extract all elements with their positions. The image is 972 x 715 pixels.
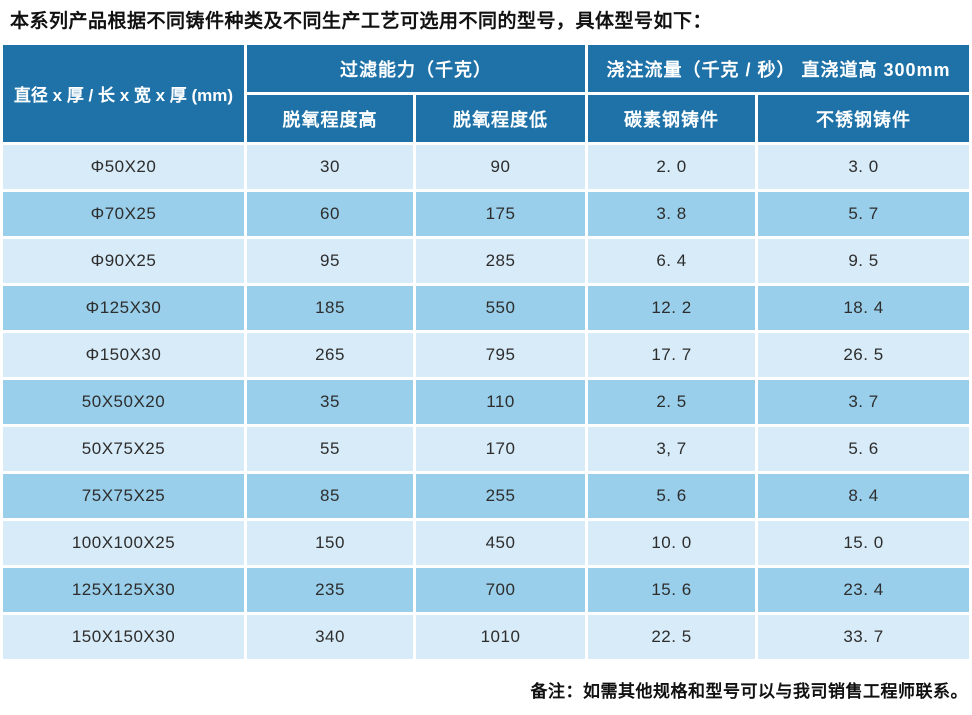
cell-stainless: 3. 7 xyxy=(758,380,970,424)
cell-deox-high: 60 xyxy=(247,192,413,236)
col-header-deox-high: 脱氧程度高 xyxy=(247,95,413,142)
cell-stainless: 9. 5 xyxy=(758,239,970,283)
cell-deox-low: 1010 xyxy=(416,615,585,659)
cell-carbon: 3, 7 xyxy=(588,427,755,471)
cell-stainless: 5. 7 xyxy=(758,192,970,236)
cell-deox-low: 175 xyxy=(416,192,585,236)
cell-deox-low: 700 xyxy=(416,568,585,612)
cell-stainless: 3. 0 xyxy=(758,145,970,189)
cell-stainless: 15. 0 xyxy=(758,521,970,565)
cell-deox-low: 90 xyxy=(416,145,585,189)
cell-carbon: 2. 0 xyxy=(588,145,755,189)
cell-spec: 125X125X30 xyxy=(3,568,244,612)
cell-deox-high: 150 xyxy=(247,521,413,565)
cell-deox-high: 85 xyxy=(247,474,413,518)
cell-carbon: 15. 6 xyxy=(588,568,755,612)
cell-carbon: 22. 5 xyxy=(588,615,755,659)
cell-spec: 150X150X30 xyxy=(3,615,244,659)
cell-deox-high: 265 xyxy=(247,333,413,377)
cell-deox-high: 235 xyxy=(247,568,413,612)
cell-deox-high: 95 xyxy=(247,239,413,283)
intro-text: 本系列产品根据不同铸件种类及不同生产工艺可选用不同的型号，具体型号如下： xyxy=(10,11,713,32)
cell-carbon: 12. 2 xyxy=(588,286,755,330)
cell-spec: Φ50X20 xyxy=(3,145,244,189)
col-header-deox-low: 脱氧程度低 xyxy=(416,95,585,142)
cell-spec: 50X50X20 xyxy=(3,380,244,424)
cell-deox-high: 35 xyxy=(247,380,413,424)
cell-spec: 100X100X25 xyxy=(3,521,244,565)
cell-carbon: 2. 5 xyxy=(588,380,755,424)
cell-deox-low: 255 xyxy=(416,474,585,518)
table-row: 50X50X20 35 110 2. 5 3. 7 xyxy=(3,380,970,424)
cell-carbon: 5. 6 xyxy=(588,474,755,518)
cell-deox-high: 340 xyxy=(247,615,413,659)
cell-stainless: 5. 6 xyxy=(758,427,970,471)
cell-deox-low: 795 xyxy=(416,333,585,377)
cell-deox-high: 185 xyxy=(247,286,413,330)
col-header-dimensions: 直径 x 厚 / 长 x 宽 x 厚 (mm) xyxy=(3,45,244,142)
cell-spec: 75X75X25 xyxy=(3,474,244,518)
cell-stainless: 8. 4 xyxy=(758,474,970,518)
cell-spec: Φ70X25 xyxy=(3,192,244,236)
table-row: Φ90X25 95 285 6. 4 9. 5 xyxy=(3,239,970,283)
remark-text: 备注：如需其他规格和型号可以与我司销售工程师联系。 xyxy=(530,682,968,701)
table-row: Φ150X30 265 795 17. 7 26. 5 xyxy=(3,333,970,377)
cell-spec: Φ90X25 xyxy=(3,239,244,283)
cell-spec: 50X75X25 xyxy=(3,427,244,471)
cell-deox-low: 110 xyxy=(416,380,585,424)
cell-carbon: 6. 4 xyxy=(588,239,755,283)
table-row: 100X100X25 150 450 10. 0 15. 0 xyxy=(3,521,970,565)
header-group-row: 直径 x 厚 / 长 x 宽 x 厚 (mm) 过滤能力（千克） 浇注流量（千克… xyxy=(3,45,970,142)
cell-deox-low: 170 xyxy=(416,427,585,471)
table-row: Φ125X30 185 550 12. 2 18. 4 xyxy=(3,286,970,330)
model-spec-table: 直径 x 厚 / 长 x 宽 x 厚 (mm) 过滤能力（千克） 浇注流量（千克… xyxy=(0,42,972,662)
cell-spec: Φ150X30 xyxy=(3,333,244,377)
cell-stainless: 23. 4 xyxy=(758,568,970,612)
table-row: Φ70X25 60 175 3. 8 5. 7 xyxy=(3,192,970,236)
cell-deox-high: 30 xyxy=(247,145,413,189)
cell-stainless: 26. 5 xyxy=(758,333,970,377)
table-row: 50X75X25 55 170 3, 7 5. 6 xyxy=(3,427,970,471)
cell-spec: Φ125X30 xyxy=(3,286,244,330)
table-row: 125X125X30 235 700 15. 6 23. 4 xyxy=(3,568,970,612)
table-row: Φ50X20 30 90 2. 0 3. 0 xyxy=(3,145,970,189)
col-group-filter-capacity: 过滤能力（千克） xyxy=(247,45,585,92)
cell-carbon: 10. 0 xyxy=(588,521,755,565)
table-row: 150X150X30 340 1010 22. 5 33. 7 xyxy=(3,615,970,659)
cell-stainless: 33. 7 xyxy=(758,615,970,659)
col-header-carbon-steel: 碳素钢铸件 xyxy=(588,95,755,142)
cell-deox-high: 55 xyxy=(247,427,413,471)
cell-deox-low: 285 xyxy=(416,239,585,283)
cell-deox-low: 450 xyxy=(416,521,585,565)
col-header-stainless-steel: 不锈钢铸件 xyxy=(758,95,970,142)
cell-stainless: 18. 4 xyxy=(758,286,970,330)
cell-carbon: 3. 8 xyxy=(588,192,755,236)
cell-carbon: 17. 7 xyxy=(588,333,755,377)
table-row: 75X75X25 85 255 5. 6 8. 4 xyxy=(3,474,970,518)
header-sub-row: 脱氧程度高 脱氧程度低 碳素钢铸件 不锈钢铸件 xyxy=(3,95,970,142)
cell-deox-low: 550 xyxy=(416,286,585,330)
col-group-pour-rate: 浇注流量（千克 / 秒） 直浇道高 300mm xyxy=(588,45,970,92)
